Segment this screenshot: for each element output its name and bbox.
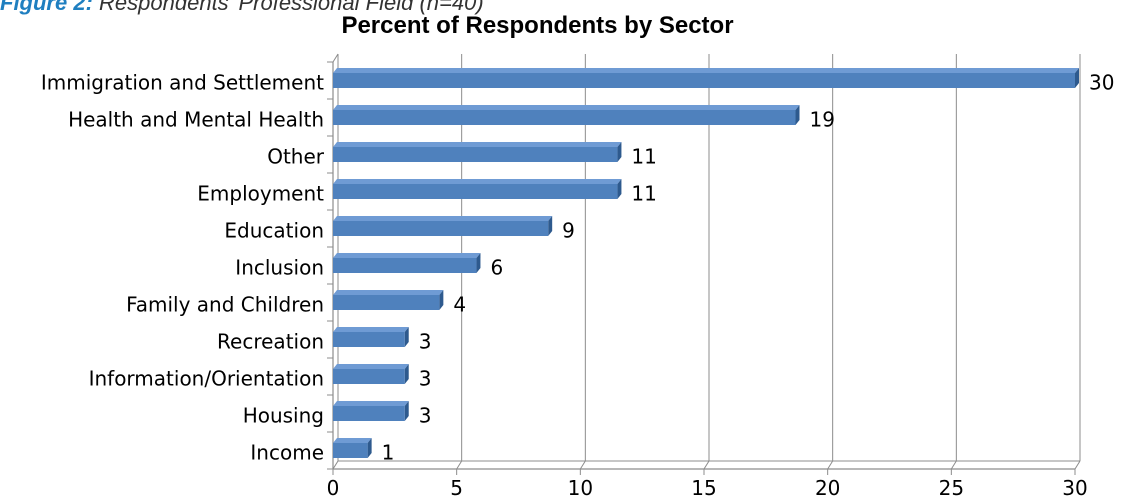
floor-line-5 — [456, 460, 463, 470]
data-label: 4 — [453, 293, 466, 317]
category-label: Housing — [243, 404, 324, 428]
category-label: Education — [224, 219, 324, 243]
category-labels: Immigration and Settlement Health and Men… — [41, 71, 325, 465]
figure-label: Figure 2: — [0, 0, 93, 15]
bar-income — [333, 438, 372, 458]
data-label: 9 — [562, 219, 575, 243]
bar-other — [333, 142, 622, 162]
data-label: 6 — [490, 256, 503, 280]
category-label: Family and Children — [126, 293, 324, 317]
x-tick-labels: 0 5 10 15 20 25 30 — [327, 476, 1088, 500]
floor-line-0 — [332, 460, 339, 470]
data-label: 3 — [419, 330, 432, 354]
bars — [333, 68, 1079, 458]
category-label: Income — [250, 441, 324, 465]
category-label: Employment — [197, 182, 324, 206]
category-label: Other — [267, 145, 325, 169]
floor-line-20 — [827, 460, 834, 470]
bar-information-orientation — [333, 364, 409, 384]
bar-family-and-children — [333, 290, 444, 310]
floor-line-30 — [1074, 460, 1081, 470]
figure-caption: Figure 2: Respondents’ Professional Fiel… — [0, 0, 484, 16]
category-label: Immigration and Settlement — [41, 71, 324, 95]
figure-caption-note: (n=40) — [419, 0, 484, 15]
data-label: 3 — [419, 404, 432, 428]
bar-recreation — [333, 327, 409, 347]
data-label: 19 — [810, 108, 835, 132]
bar-employment — [333, 179, 622, 199]
bar-immigration-and-settlement — [333, 68, 1079, 88]
category-label: Health and Mental Health — [68, 108, 324, 132]
category-label: Inclusion — [235, 256, 324, 280]
x-tick-label: 0 — [327, 476, 340, 500]
data-label: 11 — [631, 182, 656, 206]
x-tick-label: 30 — [1062, 476, 1087, 500]
x-tick-label: 15 — [691, 476, 716, 500]
bar-health-and-mental-health — [333, 105, 800, 125]
data-label: 30 — [1089, 71, 1114, 95]
floor-line-10 — [579, 460, 586, 470]
side-wall-top — [332, 53, 339, 63]
data-label: 11 — [631, 145, 656, 169]
data-label: 3 — [419, 367, 432, 391]
floor-line-25 — [950, 460, 957, 470]
x-tick-label: 10 — [568, 476, 593, 500]
bar-education — [333, 216, 553, 236]
floor-line-15 — [703, 460, 710, 470]
category-label: Information/Orientation — [89, 367, 324, 391]
x-tick-label: 25 — [939, 476, 964, 500]
chart-title: Percent of Respondents by Sector — [341, 12, 734, 39]
bar-inclusion — [333, 253, 481, 273]
bar-housing — [333, 401, 409, 421]
data-label: 1 — [382, 441, 395, 465]
figure-caption-text: Respondents’ Professional Field — [99, 0, 414, 15]
x-tick-label: 20 — [815, 476, 840, 500]
x-tick-label: 5 — [450, 476, 463, 500]
category-label: Recreation — [217, 330, 324, 354]
